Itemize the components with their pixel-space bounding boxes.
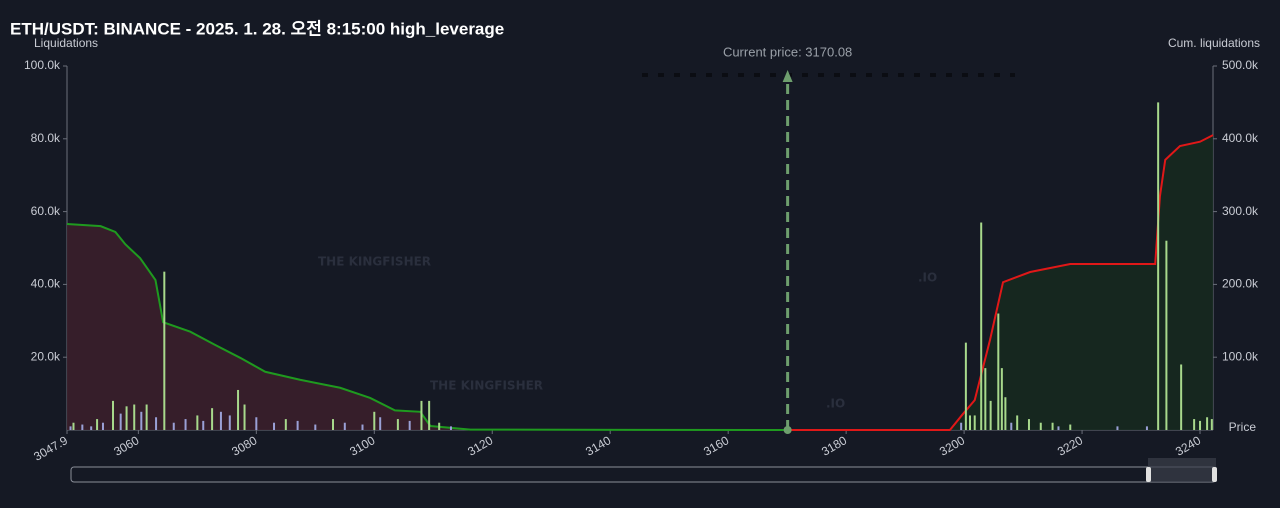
liq-bar <box>1157 102 1160 431</box>
watermark-text: THE KINGFISHER <box>430 379 543 393</box>
y-tick-label: 40.0k <box>31 277 61 291</box>
liq-bar <box>112 400 115 430</box>
liq-bar <box>119 413 122 430</box>
liq-bar <box>997 313 1000 430</box>
liq-bar <box>243 404 246 430</box>
liq-bar <box>237 389 240 430</box>
liq-bar <box>273 422 276 430</box>
liq-bar <box>332 419 335 430</box>
liq-bar <box>1051 422 1054 430</box>
liq-bar <box>968 415 971 430</box>
liq-bar <box>163 271 166 430</box>
y-tick-label: 80.0k <box>31 131 61 145</box>
scrollbar[interactable] <box>70 458 1217 483</box>
y2-tick-label: 100.0k <box>1222 349 1259 363</box>
liq-bar <box>420 400 423 430</box>
chart-title: ETH/USDT: BINANCE - 2025. 1. 28. 오전 8:15… <box>10 19 504 38</box>
liq-bar <box>314 424 317 430</box>
liq-bar <box>81 424 84 430</box>
liq-bar <box>1199 420 1202 430</box>
cum-area <box>67 223 788 430</box>
x-axis-title: Price <box>1229 420 1257 434</box>
liq-bar <box>1165 240 1168 430</box>
liq-bar <box>96 419 99 430</box>
liq-bar <box>1000 368 1003 430</box>
scroll-handle[interactable] <box>1146 467 1151 482</box>
liq-bar <box>155 417 158 430</box>
scroll-window[interactable] <box>1148 458 1216 482</box>
liq-bar <box>69 426 72 430</box>
liq-bar <box>125 406 128 430</box>
watermark-suffix: .IO <box>918 271 937 285</box>
liq-bar <box>1010 422 1013 430</box>
liq-bar <box>284 419 287 430</box>
liq-bar <box>960 422 963 430</box>
liq-bar <box>973 415 976 430</box>
scroll-handle[interactable] <box>1212 467 1217 482</box>
cum-line <box>66 222 788 431</box>
current-price-dot <box>783 426 792 434</box>
liq-bar <box>1206 417 1209 430</box>
watermark: THE KINGFISHER .IO THE KINGFISHER .IO <box>318 255 937 411</box>
y2-tick-label: 400.0k <box>1222 131 1259 145</box>
liq-bar <box>343 422 346 430</box>
liq-bar <box>1016 415 1019 430</box>
y-tick-label: 60.0k <box>31 204 61 218</box>
liq-bar <box>196 415 199 430</box>
y2-tick-label: 500.0k <box>1222 58 1259 72</box>
liq-bar <box>228 415 231 430</box>
liq-bar <box>90 426 93 430</box>
liq-bar <box>296 420 299 430</box>
liq-bar <box>1027 419 1030 430</box>
liq-bar <box>172 422 175 430</box>
liq-bar <box>133 404 136 430</box>
liq-bar <box>438 422 441 430</box>
y2-tick-label: 200.0k <box>1222 277 1259 291</box>
liq-bar <box>1057 426 1060 430</box>
liq-bar <box>219 411 222 430</box>
liq-bar <box>373 411 376 430</box>
liq-bar <box>211 408 214 430</box>
liq-bar <box>1116 426 1119 430</box>
liq-bar <box>1069 424 1072 430</box>
current-price-arrow <box>782 70 793 82</box>
liq-bar <box>140 411 143 430</box>
liq-bar <box>408 420 411 430</box>
liq-bar <box>202 420 205 430</box>
liq-bar <box>449 426 452 430</box>
liq-bar <box>255 417 258 430</box>
liq-bar <box>145 404 148 430</box>
y-tick-label: 100.0k <box>24 58 61 72</box>
liq-bar <box>379 417 382 430</box>
liq-bar <box>964 342 967 430</box>
watermark-suffix: .IO <box>826 397 845 411</box>
liq-bar <box>980 222 983 430</box>
current-price-label: Current price: 3170.08 <box>723 44 852 59</box>
cum-line <box>787 134 1214 431</box>
liq-bar <box>1145 426 1148 430</box>
liq-bar <box>184 419 187 430</box>
liq-bar <box>1210 419 1213 430</box>
y2-axis-title: Cum. liquidations <box>1168 36 1260 50</box>
liq-bar <box>101 422 104 430</box>
liq-bar <box>361 424 364 430</box>
liq-bar <box>72 422 75 430</box>
cum-area <box>787 135 1213 430</box>
liq-bar <box>428 400 431 430</box>
liq-bar <box>396 419 399 430</box>
liq-bar <box>1180 364 1183 430</box>
liq-bar <box>1039 422 1042 430</box>
liq-bar <box>984 368 987 430</box>
y-tick-label: 20.0k <box>31 349 61 363</box>
y2-tick-label: 300.0k <box>1222 204 1259 218</box>
liq-bar <box>1193 419 1196 430</box>
watermark-text: THE KINGFISHER <box>318 255 431 269</box>
y-axis-title: Liquidations <box>34 36 98 50</box>
liq-bar <box>1004 397 1007 430</box>
liq-bar <box>989 400 992 430</box>
